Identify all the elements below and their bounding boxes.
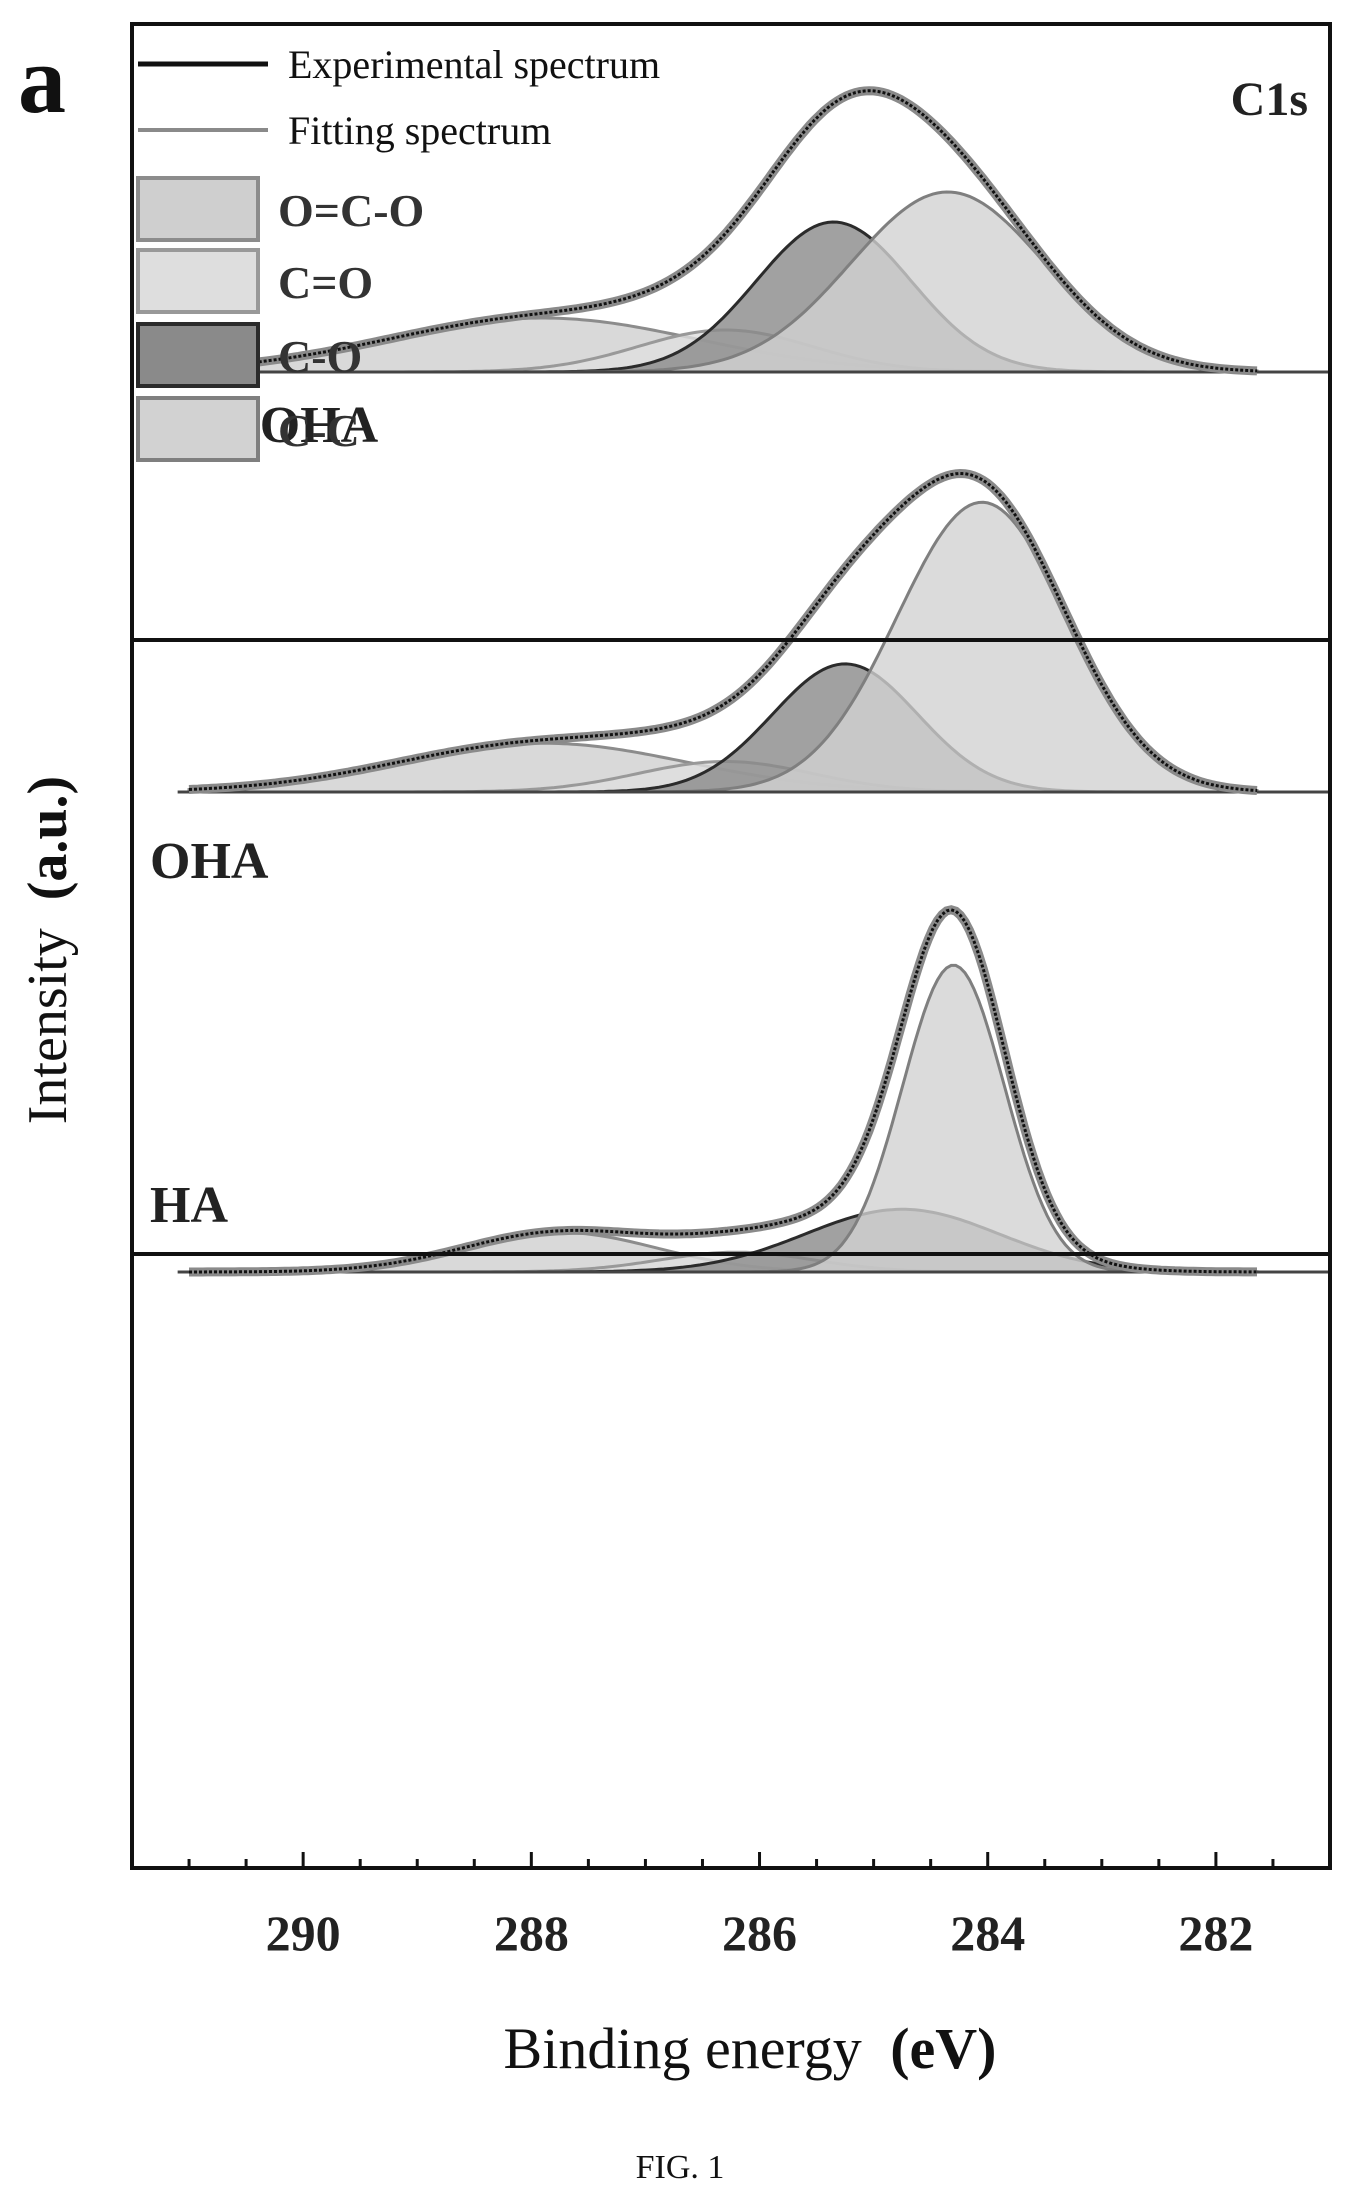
component-c-c: [189, 500, 1259, 794]
legend-box-swatch: [136, 176, 260, 242]
x-tick-label: 284: [950, 1905, 1025, 1961]
legend-box-swatch: [136, 396, 260, 462]
x-tick-label: 288: [494, 1905, 569, 1961]
y-axis-label: Intensity: [17, 928, 79, 1124]
plot-area: CNBOHA OHA HA: [150, 86, 1330, 1277]
legend-box-label: O=C-O: [278, 185, 424, 236]
figure-caption: FIG. 1: [636, 2149, 725, 2186]
panel-oha: OHA: [150, 468, 1330, 890]
corner-label: C1s: [1231, 73, 1308, 126]
sample-label: HA: [150, 1177, 228, 1234]
x-axis-unit: (eV): [890, 2016, 996, 2081]
legend-box-label: C-O: [278, 331, 362, 382]
legend-box-label: C=O: [278, 257, 373, 308]
legend-box-swatch: [136, 248, 260, 314]
legend-line-label: Experimental spectrum: [288, 42, 660, 87]
experimental-spectrum: [189, 908, 1257, 1274]
legend-box-label: C-C: [278, 405, 360, 456]
x-tick-label: 282: [1178, 1905, 1253, 1961]
legend: Experimental spectrum Fitting spectrum O=C…: [136, 42, 660, 462]
legend-box-swatch: [136, 322, 260, 388]
x-tick-label: 286: [722, 1905, 797, 1961]
panel-cnboha: CNBOHA: [150, 86, 1330, 454]
fitting-spectrum: [188, 86, 1258, 376]
x-tick-label: 290: [266, 1905, 341, 1961]
sample-label: OHA: [150, 833, 269, 890]
legend-line-label: Fitting spectrum: [288, 108, 551, 153]
panel-ha: HA: [150, 905, 1330, 1277]
plot-frame: [130, 22, 1332, 1870]
panel-label: a: [18, 26, 66, 133]
x-axis: 290 288 286 284 282: [187, 1852, 1332, 1961]
x-axis-label: Binding energy: [504, 2016, 862, 2081]
fitting-spectrum: [189, 905, 1257, 1277]
y-axis-unit: (a.u.): [17, 776, 79, 900]
x-axis-title: Binding energy (eV): [504, 2016, 997, 2081]
component-c-c: [189, 963, 1257, 1274]
y-axis-title: Intensity (a.u.): [17, 776, 79, 1124]
